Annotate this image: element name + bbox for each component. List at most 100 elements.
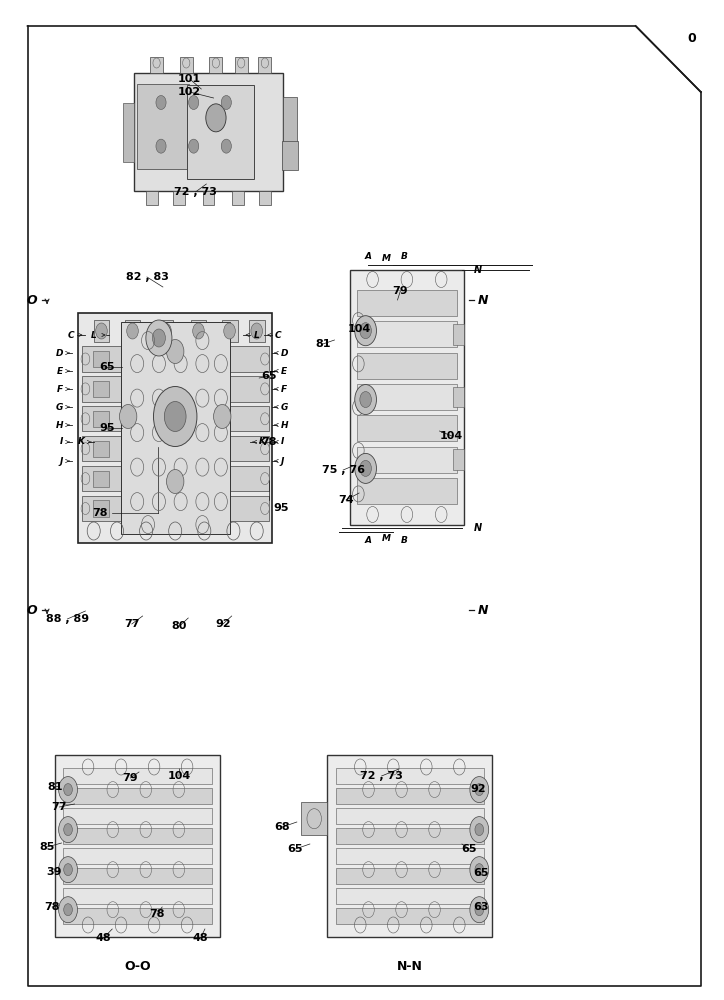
Bar [356, 478, 458, 504]
Text: 92: 92 [215, 619, 231, 629]
Bar [121, 322, 230, 534]
Bar [82, 466, 121, 491]
Circle shape [156, 139, 166, 153]
Bar [230, 496, 269, 521]
Circle shape [152, 329, 165, 347]
Text: N: N [478, 294, 489, 306]
Bar [146, 191, 158, 205]
Text: D: D [281, 349, 288, 358]
Text: 79: 79 [122, 773, 138, 783]
Circle shape [224, 323, 235, 339]
Bar [452, 387, 464, 407]
Circle shape [475, 784, 484, 796]
Bar [180, 57, 193, 73]
Text: 65: 65 [261, 371, 277, 381]
Bar [158, 320, 174, 342]
Text: 77: 77 [124, 619, 140, 629]
Text: K: K [77, 438, 85, 446]
Text: 80: 80 [172, 621, 188, 631]
Bar [356, 290, 458, 316]
Text: 78: 78 [149, 909, 165, 919]
Bar [187, 85, 254, 179]
Bar [63, 768, 212, 784]
Bar [82, 436, 121, 461]
Bar [356, 447, 458, 473]
Text: 82 , 83: 82 , 83 [125, 272, 169, 282]
Circle shape [470, 897, 489, 923]
Text: E: E [281, 366, 287, 375]
Text: B: B [400, 252, 408, 261]
Bar [230, 406, 269, 431]
Text: 92: 92 [470, 784, 486, 794]
Circle shape [59, 817, 77, 843]
Text: 48: 48 [193, 933, 209, 943]
Circle shape [251, 323, 263, 339]
Bar [356, 321, 458, 347]
Bar [235, 57, 248, 73]
Text: B: B [400, 536, 408, 545]
Bar [138, 84, 189, 169]
Bar [258, 57, 272, 73]
Circle shape [167, 470, 184, 493]
Bar [82, 406, 121, 431]
Circle shape [360, 323, 371, 339]
Text: O: O [27, 603, 38, 616]
Text: F: F [57, 384, 63, 393]
Bar [173, 191, 185, 205]
Text: 78: 78 [92, 508, 108, 518]
Text: C: C [67, 330, 74, 340]
Bar [230, 376, 269, 402]
Bar [230, 436, 269, 461]
Text: 79: 79 [392, 286, 408, 296]
Circle shape [146, 320, 172, 356]
Text: 81: 81 [47, 782, 63, 792]
Text: D: D [56, 349, 63, 358]
Text: H: H [56, 420, 63, 430]
Bar [82, 346, 121, 372]
Bar [93, 381, 109, 397]
Circle shape [355, 385, 376, 415]
Bar [230, 346, 269, 372]
Circle shape [222, 96, 232, 109]
Circle shape [206, 104, 226, 132]
Bar [82, 496, 121, 521]
Text: I: I [281, 438, 285, 446]
Bar [190, 320, 206, 342]
Circle shape [127, 323, 138, 339]
Bar [356, 415, 458, 441]
Bar [335, 868, 484, 884]
Text: A: A [364, 252, 371, 261]
Text: 48: 48 [96, 933, 111, 943]
Bar [63, 908, 212, 924]
Bar [63, 808, 212, 824]
Circle shape [64, 824, 72, 836]
Circle shape [59, 777, 77, 803]
Text: 78: 78 [261, 437, 277, 447]
Text: G: G [56, 402, 63, 412]
Circle shape [475, 904, 484, 916]
Bar [230, 466, 269, 491]
Text: 78: 78 [44, 902, 60, 912]
Bar [356, 353, 458, 379]
Text: 77: 77 [51, 802, 67, 812]
Text: 95: 95 [99, 423, 115, 433]
Bar [249, 320, 265, 342]
Text: M: M [382, 254, 390, 263]
Bar [82, 376, 121, 402]
Circle shape [470, 817, 489, 843]
Text: N: N [474, 523, 482, 533]
Circle shape [156, 96, 166, 109]
Text: 65: 65 [473, 868, 489, 878]
Circle shape [160, 323, 172, 339]
Bar [63, 788, 212, 804]
Text: 101: 101 [178, 74, 201, 84]
Bar [259, 191, 271, 205]
Text: N: N [474, 265, 482, 275]
Text: H: H [281, 420, 288, 430]
Circle shape [360, 460, 371, 476]
Circle shape [59, 897, 77, 923]
Text: 39: 39 [46, 867, 62, 877]
Bar [222, 320, 237, 342]
Circle shape [470, 777, 489, 803]
Bar [335, 788, 484, 804]
